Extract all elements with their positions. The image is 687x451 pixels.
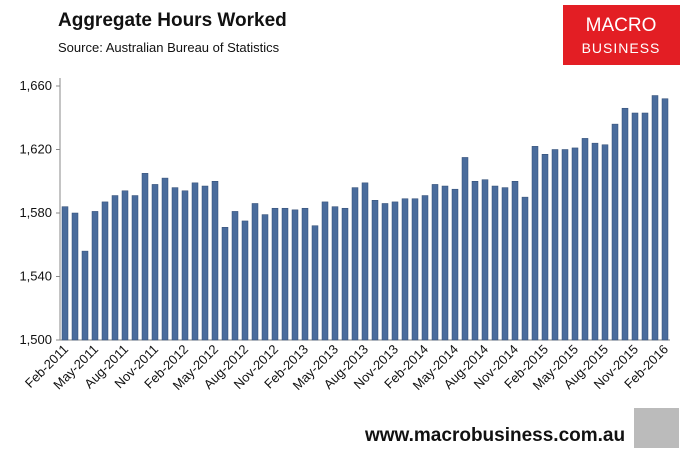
bar (491, 185, 499, 341)
bar (331, 206, 339, 341)
bar (521, 196, 529, 341)
bar (101, 201, 109, 341)
y-tick-label: 1,540 (19, 269, 52, 284)
bar (161, 177, 169, 341)
bar (431, 184, 439, 341)
bar (621, 107, 629, 341)
bar (311, 225, 319, 341)
logo-text: BUSINESS (582, 40, 661, 56)
bar (611, 123, 619, 341)
bar (91, 211, 99, 341)
bar (551, 149, 559, 341)
bar (191, 182, 199, 341)
bar (151, 184, 159, 341)
bar (451, 188, 459, 341)
bar (81, 250, 89, 341)
bar (501, 187, 509, 341)
bar (391, 201, 399, 341)
bar (601, 144, 609, 341)
bar (591, 142, 599, 341)
bar (661, 98, 669, 341)
chart-subtitle: Source: Australian Bureau of Statistics (58, 40, 280, 55)
bar (471, 181, 479, 341)
bar (181, 190, 189, 341)
y-tick-label: 1,500 (19, 332, 52, 347)
bar (571, 147, 579, 341)
bar (651, 95, 659, 341)
chart-title: Aggregate Hours Worked (58, 10, 287, 31)
bar (271, 207, 279, 341)
bar (561, 149, 569, 341)
y-tick-label: 1,580 (19, 205, 52, 220)
bar (351, 187, 359, 341)
bar (341, 207, 349, 341)
logo-text: MACRO (586, 15, 657, 36)
bar (171, 187, 179, 341)
bar (641, 112, 649, 341)
bar (321, 201, 329, 341)
bar (211, 181, 219, 341)
bar (581, 138, 589, 341)
bar (71, 212, 79, 341)
bar (131, 195, 139, 341)
bar (361, 182, 369, 341)
bar (281, 207, 289, 341)
bar (231, 211, 239, 341)
bar (241, 220, 249, 341)
bar (511, 181, 519, 341)
bar (371, 200, 379, 341)
bar (411, 198, 419, 341)
bar (541, 154, 549, 341)
bar (61, 206, 69, 341)
bar (301, 207, 309, 341)
bar (631, 112, 639, 341)
bar (481, 179, 489, 341)
bar (251, 203, 259, 341)
bar (531, 146, 539, 341)
bar (441, 185, 449, 341)
logo-image (634, 408, 679, 448)
bar (141, 173, 149, 341)
bar (401, 198, 409, 341)
bar (461, 157, 469, 341)
bar (111, 195, 119, 341)
bar (121, 190, 129, 341)
bar (381, 203, 389, 341)
y-tick-label: 1,660 (19, 78, 52, 93)
bar (201, 185, 209, 341)
y-tick-label: 1,620 (19, 142, 52, 157)
bar (261, 214, 269, 341)
bar (421, 195, 429, 341)
bar (221, 227, 229, 341)
logo-box (563, 5, 680, 65)
website: www.macrobusiness.com.au (364, 425, 625, 446)
bar (291, 209, 299, 341)
